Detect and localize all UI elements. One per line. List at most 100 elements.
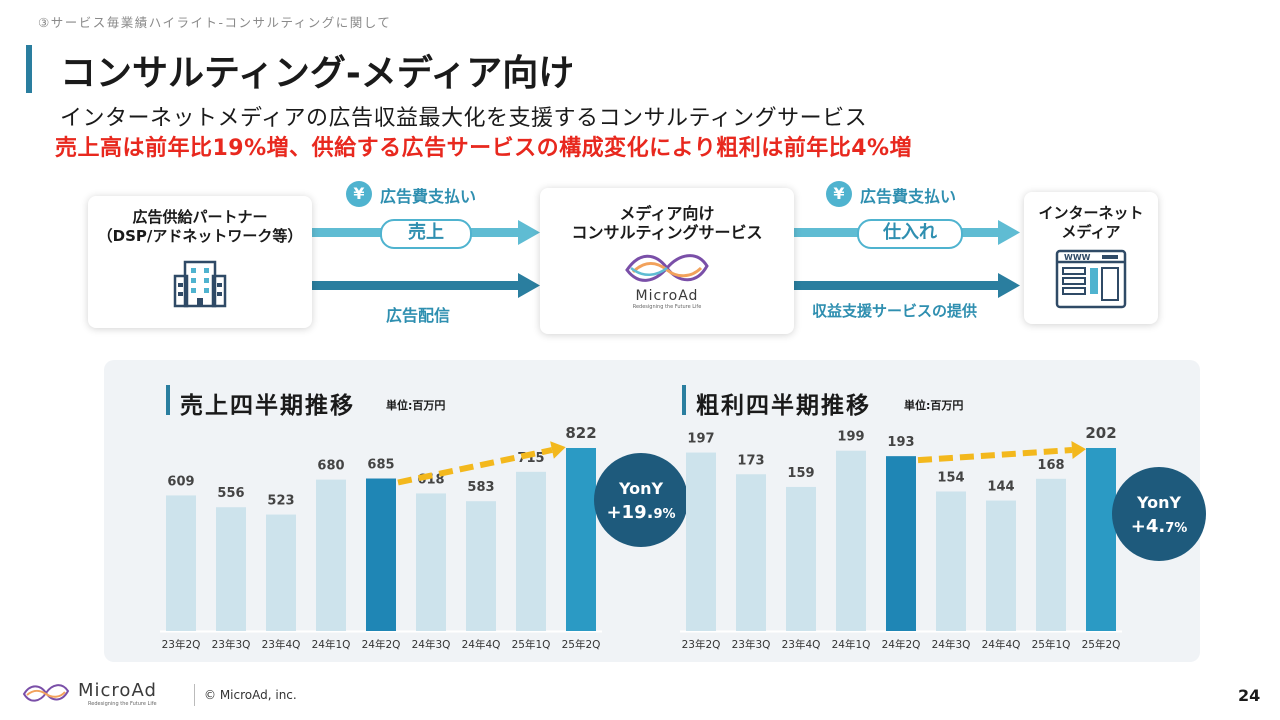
yen-icon: ¥ bbox=[346, 181, 372, 207]
bar-value-label: 556 bbox=[217, 486, 244, 501]
growth-arrow-head bbox=[1071, 441, 1086, 459]
page-subtitle: インターネットメディアの広告収益最大化を支援するコンサルティングサービス bbox=[60, 106, 868, 131]
partner-label: 広告供給パートナー bbox=[132, 208, 268, 226]
building-icon bbox=[173, 260, 227, 308]
bar-value-label: 144 bbox=[987, 480, 1014, 495]
footer-logo-icon bbox=[22, 684, 70, 702]
bar bbox=[566, 448, 596, 631]
browser-icon: WWW bbox=[1055, 249, 1127, 309]
browser-www-text: WWW bbox=[1064, 253, 1091, 262]
support-label: 収益支援サービスの提供 bbox=[812, 302, 978, 320]
bar bbox=[216, 507, 246, 631]
x-tick-label: 23年3Q bbox=[212, 638, 251, 651]
x-tick-label: 24年3Q bbox=[932, 638, 971, 651]
yony-label: YonY bbox=[1136, 493, 1182, 512]
x-tick-label: 24年1Q bbox=[832, 638, 871, 651]
x-tick-label: 23年3Q bbox=[732, 638, 771, 651]
breadcrumb: ③サービス毎業績ハイライト-コンサルティングに関して bbox=[38, 15, 392, 30]
x-tick-label: 24年1Q bbox=[312, 638, 351, 651]
bar bbox=[986, 500, 1016, 631]
yony-bubble bbox=[1112, 467, 1206, 561]
growth-arrow-head bbox=[550, 441, 566, 459]
bar-value-label: 523 bbox=[267, 494, 294, 509]
yony-value-small: 7% bbox=[1165, 521, 1187, 536]
yony-label: YonY bbox=[618, 479, 664, 498]
bar-value-label: 159 bbox=[787, 466, 814, 481]
bar bbox=[166, 495, 196, 631]
media-sublabel: コンサルティングサービス bbox=[571, 223, 763, 242]
delivery-label: 広告配信 bbox=[386, 306, 451, 325]
bar bbox=[836, 450, 866, 631]
yony-value: +4.7% bbox=[1131, 516, 1188, 537]
bar bbox=[316, 479, 346, 631]
media-label: メディア向け bbox=[619, 204, 715, 223]
x-tick-label: 23年2Q bbox=[162, 638, 201, 651]
page-title: コンサルティング-メディア向け bbox=[60, 53, 575, 94]
growth-arrow-line bbox=[397, 447, 553, 486]
bar-value-label: 822 bbox=[565, 424, 596, 442]
yony-value-main: +19. bbox=[606, 502, 653, 523]
chart-title-bar bbox=[166, 385, 170, 415]
x-tick-label: 24年2Q bbox=[882, 638, 921, 651]
chart-title-bar bbox=[682, 385, 686, 415]
arrow-support-to-net bbox=[794, 273, 1020, 298]
bar bbox=[786, 486, 816, 631]
yony-bubble bbox=[594, 453, 688, 547]
yony-value: +19.9% bbox=[606, 502, 675, 523]
copyright: © MicroAd, inc. bbox=[204, 688, 297, 702]
yony-value-small: 9% bbox=[653, 507, 675, 522]
footer-logo-tagline: Redesigning the Future Life bbox=[88, 701, 157, 707]
page-number: 24 bbox=[1238, 686, 1261, 705]
bar-value-label: 168 bbox=[1037, 458, 1064, 473]
yen-icon: ¥ bbox=[826, 181, 852, 207]
bar-value-label: 173 bbox=[737, 453, 764, 468]
payment-label-left: 広告費支払い bbox=[380, 187, 477, 206]
partner-box: 広告供給パートナー （DSP/アドネットワーク等） bbox=[88, 196, 312, 328]
footer-divider bbox=[194, 684, 195, 706]
pill-purchase: 仕入れ bbox=[857, 219, 963, 249]
net-sublabel: メディア bbox=[1061, 223, 1121, 241]
bar bbox=[266, 514, 296, 631]
bar bbox=[466, 501, 496, 631]
bar bbox=[1086, 448, 1116, 631]
x-tick-label: 25年2Q bbox=[1082, 638, 1121, 651]
partner-sublabel: （DSP/アドネットワーク等） bbox=[97, 227, 303, 245]
bar bbox=[936, 491, 966, 631]
x-tick-label: 24年4Q bbox=[982, 638, 1021, 651]
footer-logo-text: MicroAd bbox=[78, 680, 157, 701]
x-tick-label: 23年4Q bbox=[782, 638, 821, 651]
growth-arrow-line bbox=[917, 447, 1073, 464]
bar bbox=[686, 452, 716, 631]
net-label: インターネット bbox=[1038, 204, 1144, 222]
bar-value-label: 609 bbox=[167, 474, 194, 489]
bar-value-label: 583 bbox=[467, 480, 494, 495]
bar-value-label: 197 bbox=[687, 432, 714, 447]
bar-value-label: 680 bbox=[317, 459, 344, 474]
media-logo-tagline: Redesigning the Future Life bbox=[632, 304, 702, 310]
bar-value-label: 685 bbox=[367, 458, 394, 473]
x-tick-label: 23年4Q bbox=[262, 638, 301, 651]
bar bbox=[416, 493, 446, 631]
media-consulting-box: メディア向け コンサルティングサービス MicroAd Redesigning … bbox=[540, 188, 794, 334]
payment-label-right: 広告費支払い bbox=[860, 187, 957, 206]
sales-chart-title: 売上四半期推移 bbox=[180, 393, 355, 419]
bar bbox=[366, 478, 396, 631]
x-tick-label: 24年3Q bbox=[412, 638, 451, 651]
arrow-delivery-to-media bbox=[312, 273, 540, 298]
bar bbox=[886, 456, 916, 631]
media-logo-text: MicroAd bbox=[635, 288, 699, 304]
title-accent-bar bbox=[26, 45, 32, 93]
x-tick-label: 24年4Q bbox=[462, 638, 501, 651]
bar bbox=[736, 474, 766, 631]
internet-media-box: インターネット メディア WWW bbox=[1024, 192, 1158, 324]
x-tick-label: 23年2Q bbox=[682, 638, 721, 651]
bar bbox=[1036, 478, 1066, 631]
bar-value-label: 193 bbox=[887, 435, 914, 450]
yony-value-main: +4. bbox=[1131, 516, 1165, 537]
x-tick-label: 25年1Q bbox=[512, 638, 551, 651]
profit-chart-title: 粗利四半期推移 bbox=[696, 393, 871, 419]
profit-chart-unit: 単位:百万円 bbox=[904, 399, 964, 412]
bar bbox=[516, 471, 546, 631]
bar-value-label: 154 bbox=[937, 470, 964, 485]
highlight-statement: 売上高は前年比19%増、供給する広告サービスの構成変化により粗利は前年比4%増 bbox=[55, 136, 913, 161]
